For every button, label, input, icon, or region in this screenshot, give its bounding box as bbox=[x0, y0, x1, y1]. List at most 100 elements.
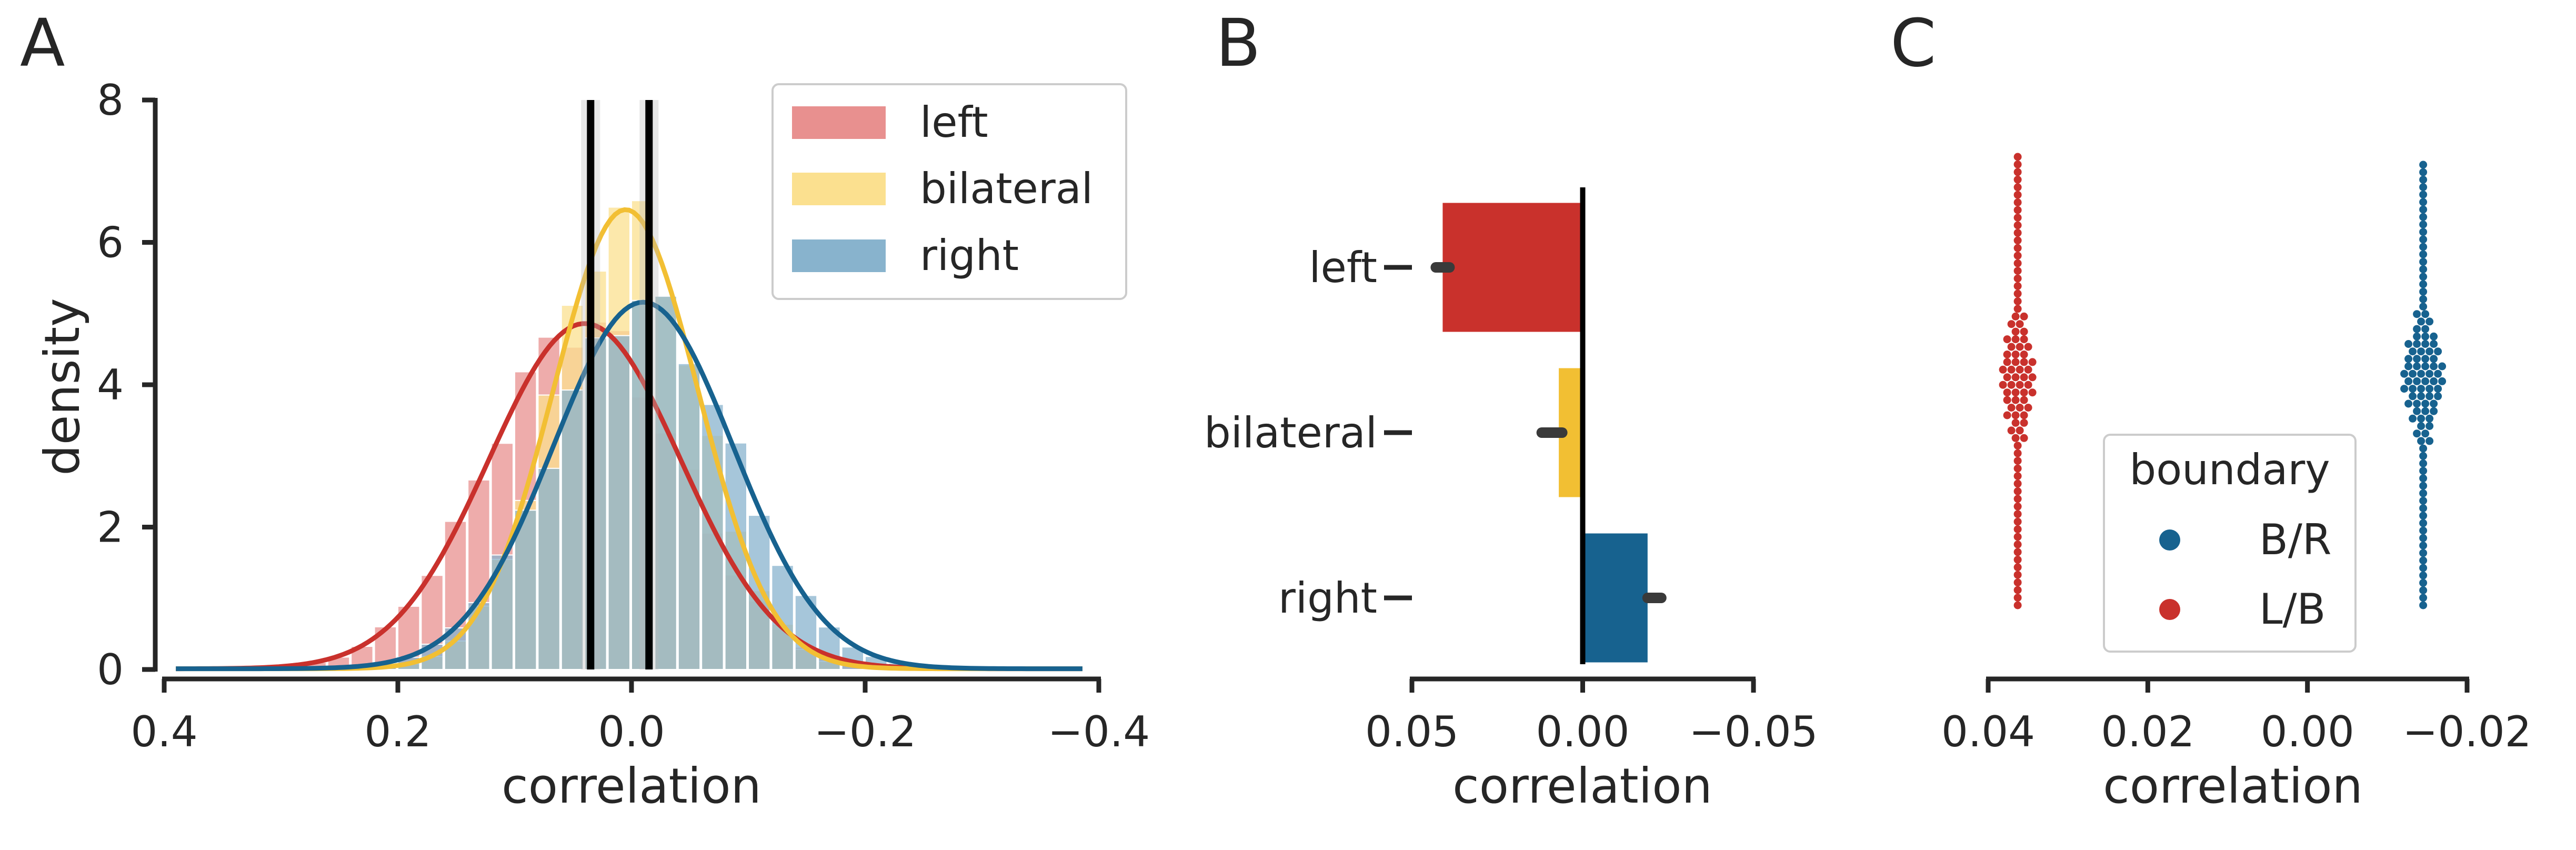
histogram-bar-right bbox=[537, 467, 560, 670]
swarm-point-br bbox=[2419, 191, 2428, 199]
swarm-point-lb bbox=[2024, 404, 2032, 412]
swarm-point-br bbox=[2409, 369, 2417, 378]
swarm-point-br bbox=[2421, 399, 2430, 408]
swarm-point-lb bbox=[2020, 358, 2028, 366]
swarm-point-br bbox=[2413, 310, 2421, 318]
swarm-point-br bbox=[2419, 586, 2428, 595]
swarm-point-lb bbox=[2013, 495, 2022, 503]
swarm-point-lb bbox=[2016, 381, 2024, 389]
kde-line-right bbox=[176, 299, 1082, 672]
y-tick-label-a: 2 bbox=[97, 503, 124, 552]
swarm-point-br bbox=[2430, 332, 2438, 341]
x-axis-label-b: correlation bbox=[1452, 758, 1712, 814]
swarm-point-lb bbox=[2013, 297, 2022, 305]
swarm-point-br bbox=[2419, 474, 2428, 483]
swarm-point-lb bbox=[2011, 358, 2020, 366]
swarm-point-br bbox=[2413, 332, 2421, 341]
swarm-point-br bbox=[2404, 362, 2413, 371]
swarm-point-br bbox=[2430, 355, 2438, 363]
swarm-point-br bbox=[2417, 422, 2425, 430]
swarm-point-lb bbox=[2003, 411, 2011, 419]
swarm-point-lb bbox=[2013, 449, 2022, 457]
legend-a: left bilateral right bbox=[771, 83, 1127, 300]
legend-patch-left bbox=[792, 106, 886, 139]
swarm-point-br bbox=[2419, 175, 2428, 184]
swarm-point-lb bbox=[2013, 282, 2022, 290]
swarm-point-lb bbox=[2016, 320, 2024, 328]
legend-title: boundary bbox=[2129, 445, 2330, 494]
swarm-point-lb bbox=[2028, 388, 2037, 397]
swarm-point-lb bbox=[2013, 472, 2022, 480]
legend-label-left: left bbox=[920, 98, 988, 147]
swarm-point-lb bbox=[2011, 411, 2020, 419]
legend-label-lb: L/B bbox=[2259, 585, 2326, 634]
swarm-point-lb bbox=[2013, 533, 2022, 541]
legend-label-bilateral: bilateral bbox=[920, 164, 1093, 213]
legend-frame bbox=[2103, 434, 2357, 653]
legend-marker-br bbox=[2159, 529, 2180, 551]
swarm-point-lb bbox=[2013, 274, 2022, 283]
swarm-point-br bbox=[2430, 407, 2438, 415]
swarm-point-br bbox=[2419, 601, 2428, 609]
mean-lines bbox=[581, 100, 659, 669]
swarm-point-br bbox=[2421, 340, 2430, 348]
swarm-point-lb bbox=[1999, 365, 2007, 374]
swarm-point-br bbox=[2425, 422, 2434, 430]
swarm-point-br bbox=[2419, 534, 2428, 542]
swarm-point-lb bbox=[2024, 365, 2032, 374]
swarm-point-br bbox=[2413, 340, 2421, 348]
x-tick-label-c: 0.02 bbox=[2101, 707, 2194, 756]
x-tick-label-a: −0.2 bbox=[814, 707, 916, 756]
swarm-point-lb bbox=[2013, 259, 2022, 267]
swarm-point-br bbox=[2425, 369, 2434, 378]
swarm-point-lb bbox=[2013, 236, 2022, 245]
swarm-point-lb bbox=[2020, 327, 2028, 336]
swarm-point-br bbox=[2400, 385, 2409, 393]
swarm-point-br bbox=[2419, 549, 2428, 557]
swarm-point-lb bbox=[2013, 289, 2022, 298]
swarm-point-br bbox=[2417, 385, 2425, 393]
histogram-bar-right bbox=[677, 363, 701, 670]
swarm-point-br bbox=[2434, 385, 2442, 393]
swarm-point-lb bbox=[2013, 502, 2022, 511]
swarm-point-lb bbox=[2003, 373, 2011, 382]
swarm-point-lb bbox=[2013, 267, 2022, 275]
histogram-bar-right bbox=[607, 335, 630, 670]
swarm-point-lb bbox=[2007, 343, 2016, 351]
swarm-point-br bbox=[2419, 512, 2428, 520]
swarm-point-br bbox=[2430, 377, 2438, 385]
swarm-point-br bbox=[2430, 362, 2438, 371]
swarm-point-lb bbox=[2013, 244, 2022, 252]
swarm-point-lb bbox=[2003, 351, 2011, 358]
swarm-point-br bbox=[2419, 482, 2428, 490]
swarm-point-lb bbox=[2013, 517, 2022, 526]
swarm-point-br bbox=[2419, 526, 2428, 535]
x-tick-label-c: 0.04 bbox=[1941, 707, 2035, 756]
x-tick-label-c: −0.02 bbox=[2402, 707, 2531, 756]
swarm-point-br bbox=[2438, 362, 2447, 371]
swarm-point-br bbox=[2421, 310, 2430, 318]
swarm-point-lb bbox=[2013, 153, 2022, 161]
swarm-point-lb bbox=[2020, 312, 2028, 321]
swarm-point-br bbox=[2413, 362, 2421, 371]
swarm-point-lb bbox=[2013, 228, 2022, 237]
swarm-point-br bbox=[2419, 161, 2428, 169]
swarm-point-lb bbox=[2007, 404, 2016, 412]
y-tick-label-b: right bbox=[1278, 574, 1377, 623]
swarm-point-br bbox=[2419, 542, 2428, 549]
swarm-point-lb bbox=[2011, 396, 2020, 404]
bar-left bbox=[1442, 203, 1583, 332]
swarm-point-lb bbox=[2003, 396, 2011, 404]
swarm-point-lb bbox=[2011, 335, 2020, 344]
panel-letter-c: C bbox=[1890, 5, 1936, 82]
swarm-point-br bbox=[2419, 295, 2428, 303]
x-axis-label-a: correlation bbox=[502, 758, 761, 814]
axes-b: 0.05 0.00 −0.05 left bilateral right bbox=[1204, 187, 1818, 756]
swarm-point-br bbox=[2419, 250, 2428, 258]
swarm-point-lb bbox=[2013, 221, 2022, 229]
swarm-point-br bbox=[2419, 504, 2428, 513]
swarm-point-lb bbox=[2011, 327, 2020, 336]
panel-c: C 0.04 0.02 0.00 −0.02 correlation boundary… bbox=[1890, 5, 2532, 814]
swarm-point-br bbox=[2419, 571, 2428, 579]
